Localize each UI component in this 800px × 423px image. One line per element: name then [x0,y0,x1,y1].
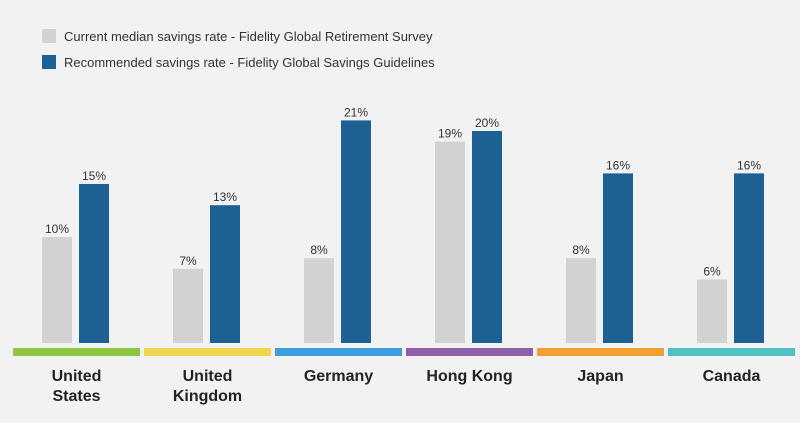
value-label-current-5: 6% [703,264,721,278]
category-label-1-0: United [183,368,233,385]
bar-current-2 [304,258,334,343]
bar-recommended-5 [734,173,764,343]
category-strip-5 [668,348,795,356]
bar-recommended-2 [341,120,371,344]
bar-current-4 [566,258,596,343]
value-label-current-4: 8% [572,243,590,257]
category-label-0-1: States [52,388,100,405]
bar-current-1 [173,268,203,343]
legend-swatch-current [42,29,56,43]
bar-current-5 [697,279,727,343]
category-label-0-0: United [52,368,102,385]
bar-recommended-3 [472,131,502,343]
value-label-current-0: 10% [45,222,69,236]
legend-label-current: Current median savings rate - Fidelity G… [64,29,433,44]
value-label-recommended-4: 16% [606,158,630,172]
legend-swatch-recommended [42,55,56,69]
category-label-3-0: Hong Kong [426,368,512,385]
category-strip-1 [144,348,271,356]
legend-label-recommended: Recommended savings rate - Fidelity Glob… [64,55,435,70]
bar-current-3 [435,141,465,343]
legend: Current median savings rate - Fidelity G… [42,29,435,70]
value-label-recommended-1: 13% [213,190,237,204]
category-label-1-1: Kingdom [173,388,242,405]
plot-area: 10% 15% United States 7% 13% United Kingdom 8% 21… [13,105,795,405]
bar-recommended-4 [603,173,633,343]
bar-recommended-1 [210,205,240,343]
value-label-current-2: 8% [310,243,328,257]
category-label-2-0: Germany [304,368,373,385]
category-strip-0 [13,348,140,356]
category-label-4-0: Japan [577,368,623,385]
value-label-current-1: 7% [179,254,197,268]
value-label-recommended-0: 15% [82,169,106,183]
value-label-recommended-3: 20% [475,116,499,130]
category-strip-2 [275,348,402,356]
bar-current-0 [42,237,72,343]
value-label-current-3: 19% [438,127,462,141]
bar-recommended-0 [79,184,109,343]
category-strip-3 [406,348,533,356]
category-label-5-0: Canada [703,368,761,385]
value-label-recommended-2: 21% [344,105,368,119]
value-label-recommended-5: 16% [737,158,761,172]
category-strip-4 [537,348,664,356]
